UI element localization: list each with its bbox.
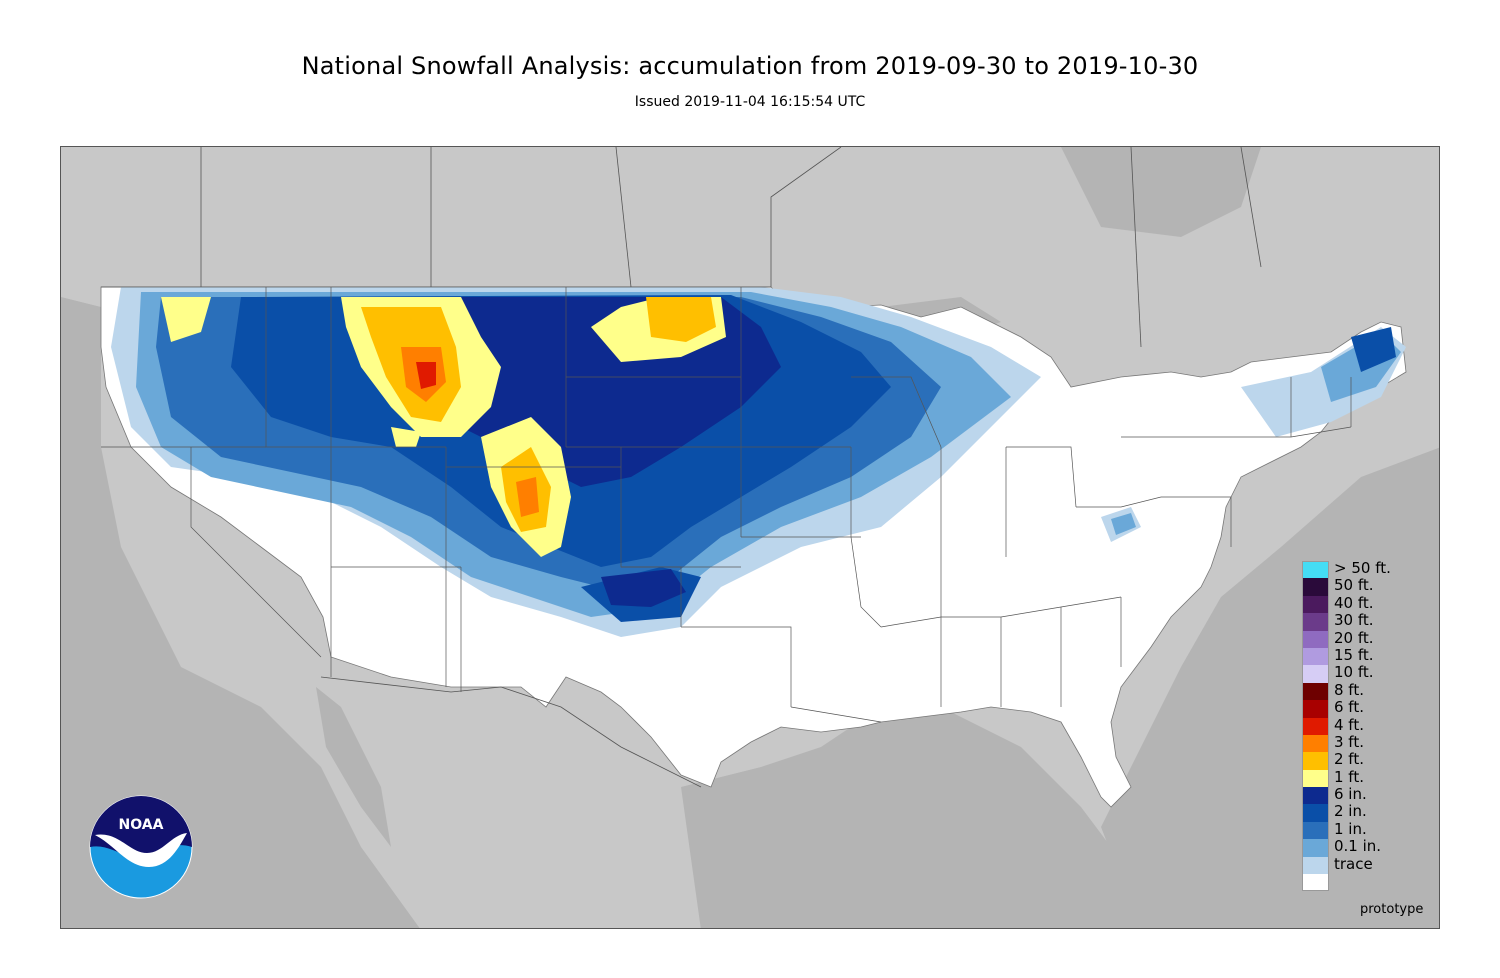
legend-label: 6 ft. bbox=[1334, 698, 1364, 717]
legend-swatch bbox=[1302, 874, 1329, 892]
gulf-of-california bbox=[316, 687, 391, 847]
legend-swatch bbox=[1302, 717, 1329, 735]
legend-row: 20 ft. bbox=[1302, 628, 1412, 648]
legend-swatch bbox=[1302, 682, 1329, 701]
pacific-ocean bbox=[61, 297, 420, 928]
legend-label: 2 ft. bbox=[1334, 750, 1364, 769]
legend-label: 20 ft. bbox=[1334, 628, 1374, 647]
legend-label: trace bbox=[1334, 854, 1373, 873]
hudson-bay bbox=[1061, 147, 1261, 237]
legend-label: 40 ft. bbox=[1334, 593, 1374, 612]
legend-row: 2 ft. bbox=[1302, 750, 1412, 770]
legend-row: 50 ft. bbox=[1302, 576, 1412, 596]
legend-label: > 50 ft. bbox=[1334, 559, 1391, 577]
map-svg bbox=[61, 147, 1439, 928]
legend-swatch bbox=[1302, 821, 1329, 840]
legend-label: 3 ft. bbox=[1334, 732, 1364, 751]
legend-row: > 50 ft. bbox=[1302, 559, 1412, 579]
issued-timestamp: Issued 2019-11-04 16:15:54 UTC bbox=[634, 94, 866, 110]
legend-swatch bbox=[1302, 578, 1329, 596]
legend-swatch bbox=[1302, 647, 1329, 666]
snowfall-legend: > 50 ft. 50 ft. 40 ft. 30 ft. 20 ft. 15 ft. 10… bbox=[1302, 559, 1412, 892]
legend-label: 6 in. bbox=[1334, 785, 1367, 804]
legend-label: 30 ft. bbox=[1334, 611, 1374, 630]
legend-label: 4 ft. bbox=[1334, 715, 1364, 734]
snowfall-four-foot-layer bbox=[416, 362, 436, 389]
legend-swatch bbox=[1302, 839, 1329, 857]
legend-swatch bbox=[1302, 613, 1329, 631]
legend-row bbox=[1302, 874, 1412, 892]
legend-row: 3 ft. bbox=[1302, 732, 1412, 753]
legend-swatch bbox=[1302, 752, 1329, 770]
legend-row: 8 ft. bbox=[1302, 680, 1412, 701]
legend-swatch bbox=[1302, 769, 1329, 788]
international-boundaries bbox=[101, 147, 1262, 788]
legend-label: 50 ft. bbox=[1334, 576, 1374, 595]
legend-label: 1 ft. bbox=[1334, 767, 1364, 786]
state-boundaries bbox=[101, 287, 1352, 723]
legend-row: 1 ft. bbox=[1302, 767, 1412, 788]
legend-swatch bbox=[1302, 561, 1329, 579]
snowfall-map[interactable] bbox=[60, 146, 1440, 929]
legend-swatch bbox=[1302, 700, 1329, 718]
legend-swatch bbox=[1302, 595, 1329, 614]
legend-row: 1 in. bbox=[1302, 819, 1412, 840]
legend-row: 10 ft. bbox=[1302, 663, 1412, 683]
legend-row: trace bbox=[1302, 854, 1412, 875]
legend-swatch bbox=[1302, 856, 1329, 875]
legend-row: 6 ft. bbox=[1302, 698, 1412, 718]
legend-label: 2 in. bbox=[1334, 802, 1367, 821]
legend-label: 15 ft. bbox=[1334, 645, 1374, 664]
legend-row: 4 ft. bbox=[1302, 715, 1412, 735]
legend-swatch bbox=[1302, 804, 1329, 822]
legend-row: 40 ft. bbox=[1302, 593, 1412, 614]
legend-row: 0.1 in. bbox=[1302, 837, 1412, 857]
legend-label: 0.1 in. bbox=[1334, 837, 1382, 856]
legend-row: 30 ft. bbox=[1302, 611, 1412, 631]
gulf-of-mexico bbox=[681, 707, 1141, 928]
legend-swatch bbox=[1302, 630, 1329, 648]
legend-label: 8 ft. bbox=[1334, 680, 1364, 699]
noaa-logo-text: NOAA bbox=[119, 817, 164, 833]
legend-row: 15 ft. bbox=[1302, 645, 1412, 666]
legend-row: 6 in. bbox=[1302, 785, 1412, 805]
atlantic-ocean bbox=[1101, 447, 1439, 928]
noaa-logo: NOAA bbox=[89, 795, 193, 899]
legend-label: 1 in. bbox=[1334, 819, 1367, 838]
legend-label: 10 ft. bbox=[1334, 663, 1374, 682]
legend-swatch bbox=[1302, 734, 1329, 753]
legend-row: 2 in. bbox=[1302, 802, 1412, 822]
legend-swatch bbox=[1302, 665, 1329, 683]
prototype-label: prototype bbox=[1360, 902, 1424, 917]
map-title: National Snowfall Analysis: accumulation… bbox=[301, 52, 1199, 80]
legend-swatch bbox=[1302, 787, 1329, 805]
